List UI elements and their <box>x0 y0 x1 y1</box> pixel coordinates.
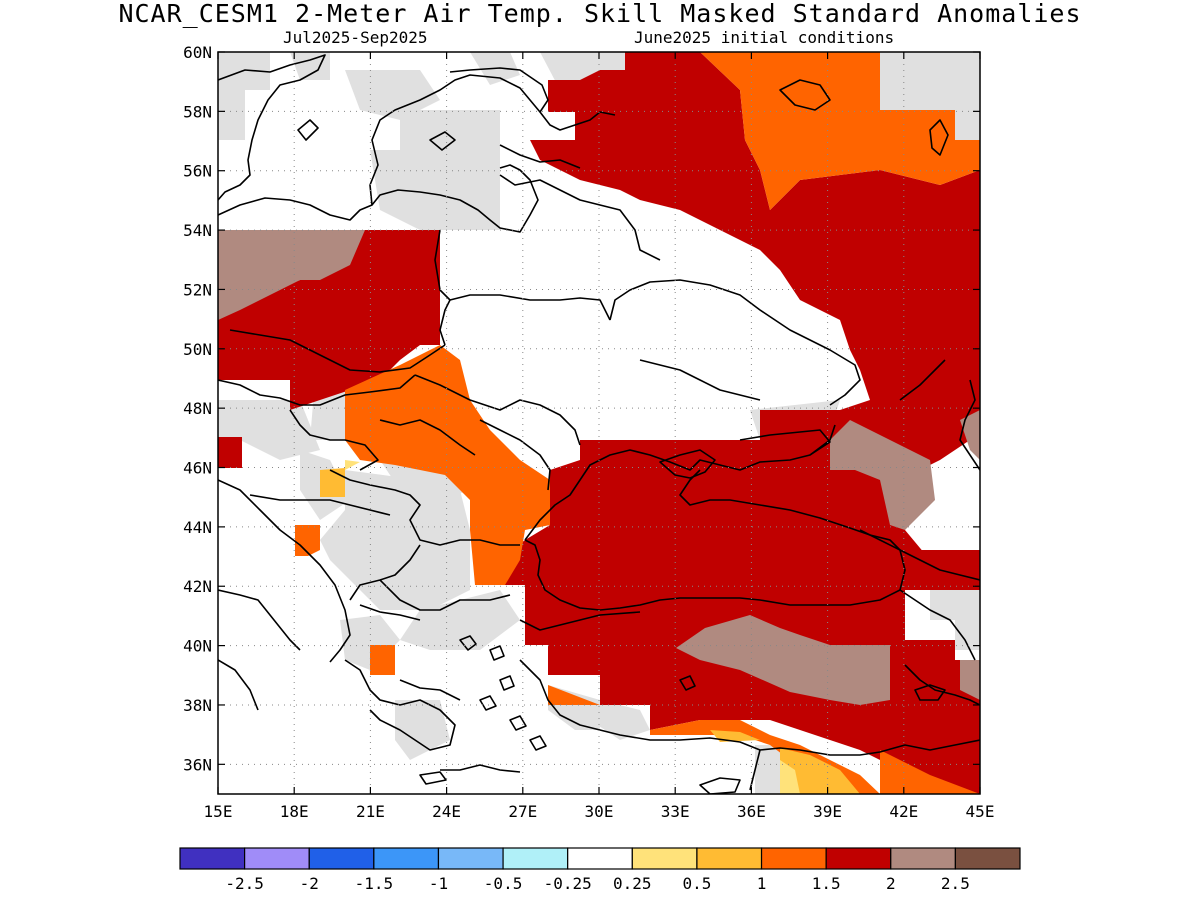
y-tick-label: 38N <box>183 696 212 715</box>
x-tick-label: 42E <box>889 802 918 821</box>
colorbar-label: 1.5 <box>812 874 841 893</box>
x-tick-label: 15E <box>204 802 233 821</box>
initial-conditions: June2025 initial conditions <box>634 28 895 47</box>
y-tick-label: 46N <box>183 459 212 478</box>
x-tick-label: 18E <box>280 802 309 821</box>
anomaly-level-0-25-to-0-5 <box>345 460 800 794</box>
chart-title: NCAR_CESM1 2-Meter Air Temp. Skill Maske… <box>118 0 1082 28</box>
y-tick-label: 58N <box>183 102 212 121</box>
colorbar-label: 2 <box>886 874 896 893</box>
colorbar-swatch <box>567 847 633 870</box>
y-tick-label: 40N <box>183 637 212 656</box>
x-tick-label: 27E <box>508 802 537 821</box>
colorbar-swatch <box>890 847 956 870</box>
y-tick-label: 60N <box>183 43 212 62</box>
y-tick-label: 36N <box>183 755 212 774</box>
x-tick-label: 33E <box>661 802 690 821</box>
colorbar-label: 1 <box>757 874 767 893</box>
colorbar-swatch <box>437 847 504 870</box>
x-tick-label: 24E <box>432 802 461 821</box>
colorbar-label: 2.5 <box>941 874 970 893</box>
colorbar-label: -1 <box>429 874 448 893</box>
x-tick-label: 45E <box>966 802 995 821</box>
anomaly-level-2-to-2-5 <box>218 230 980 705</box>
colorbar-swatch <box>825 847 892 870</box>
colorbar-swatch <box>244 847 310 870</box>
colorbar: -2.5 -2 -1.5 -1 -0.5 -0.25 0.25 0.5 1 1.5 2 2.5 <box>179 847 1021 893</box>
colorbar-swatch <box>502 847 569 870</box>
colorbar-label: 0.5 <box>682 874 711 893</box>
coastlines-borders <box>218 54 980 794</box>
y-tick-label: 52N <box>183 280 212 299</box>
colorbar-swatch <box>631 847 698 870</box>
y-tick-label: 44N <box>183 518 212 537</box>
colorbar-swatch <box>954 847 1021 870</box>
colorbar-swatch <box>696 847 763 870</box>
colorbar-label: -2 <box>300 874 319 893</box>
colorbar-swatch <box>373 847 440 870</box>
colorbar-label: -1.5 <box>355 874 394 893</box>
colorbar-swatch <box>179 847 246 870</box>
colorbar-label: -2.5 <box>225 874 264 893</box>
x-axis: 15E 18E 21E 24E 27E 30E 33E 36E 39E 42E 45E <box>204 52 995 821</box>
colorbar-swatch <box>760 847 827 870</box>
x-tick-label: 36E <box>737 802 766 821</box>
colorbar-swatch <box>308 847 375 870</box>
y-axis: 36N 38N 40N 42N 44N 46N 48N 50N 52N 54N 56N 58N 60N <box>183 43 980 774</box>
colorbar-label: -0.25 <box>544 874 592 893</box>
colorbar-label: -0.5 <box>484 874 523 893</box>
map-grid <box>218 52 980 794</box>
y-tick-label: 42N <box>183 577 212 596</box>
y-tick-label: 54N <box>183 221 212 240</box>
colorbar-label: 0.25 <box>613 874 652 893</box>
forecast-period: Jul2025-Sep2025 <box>283 28 428 47</box>
y-tick-label: 48N <box>183 399 212 418</box>
x-tick-label: 21E <box>356 802 385 821</box>
x-tick-label: 30E <box>585 802 614 821</box>
y-tick-label: 56N <box>183 162 212 181</box>
x-tick-label: 39E <box>813 802 842 821</box>
y-tick-label: 50N <box>183 340 212 359</box>
